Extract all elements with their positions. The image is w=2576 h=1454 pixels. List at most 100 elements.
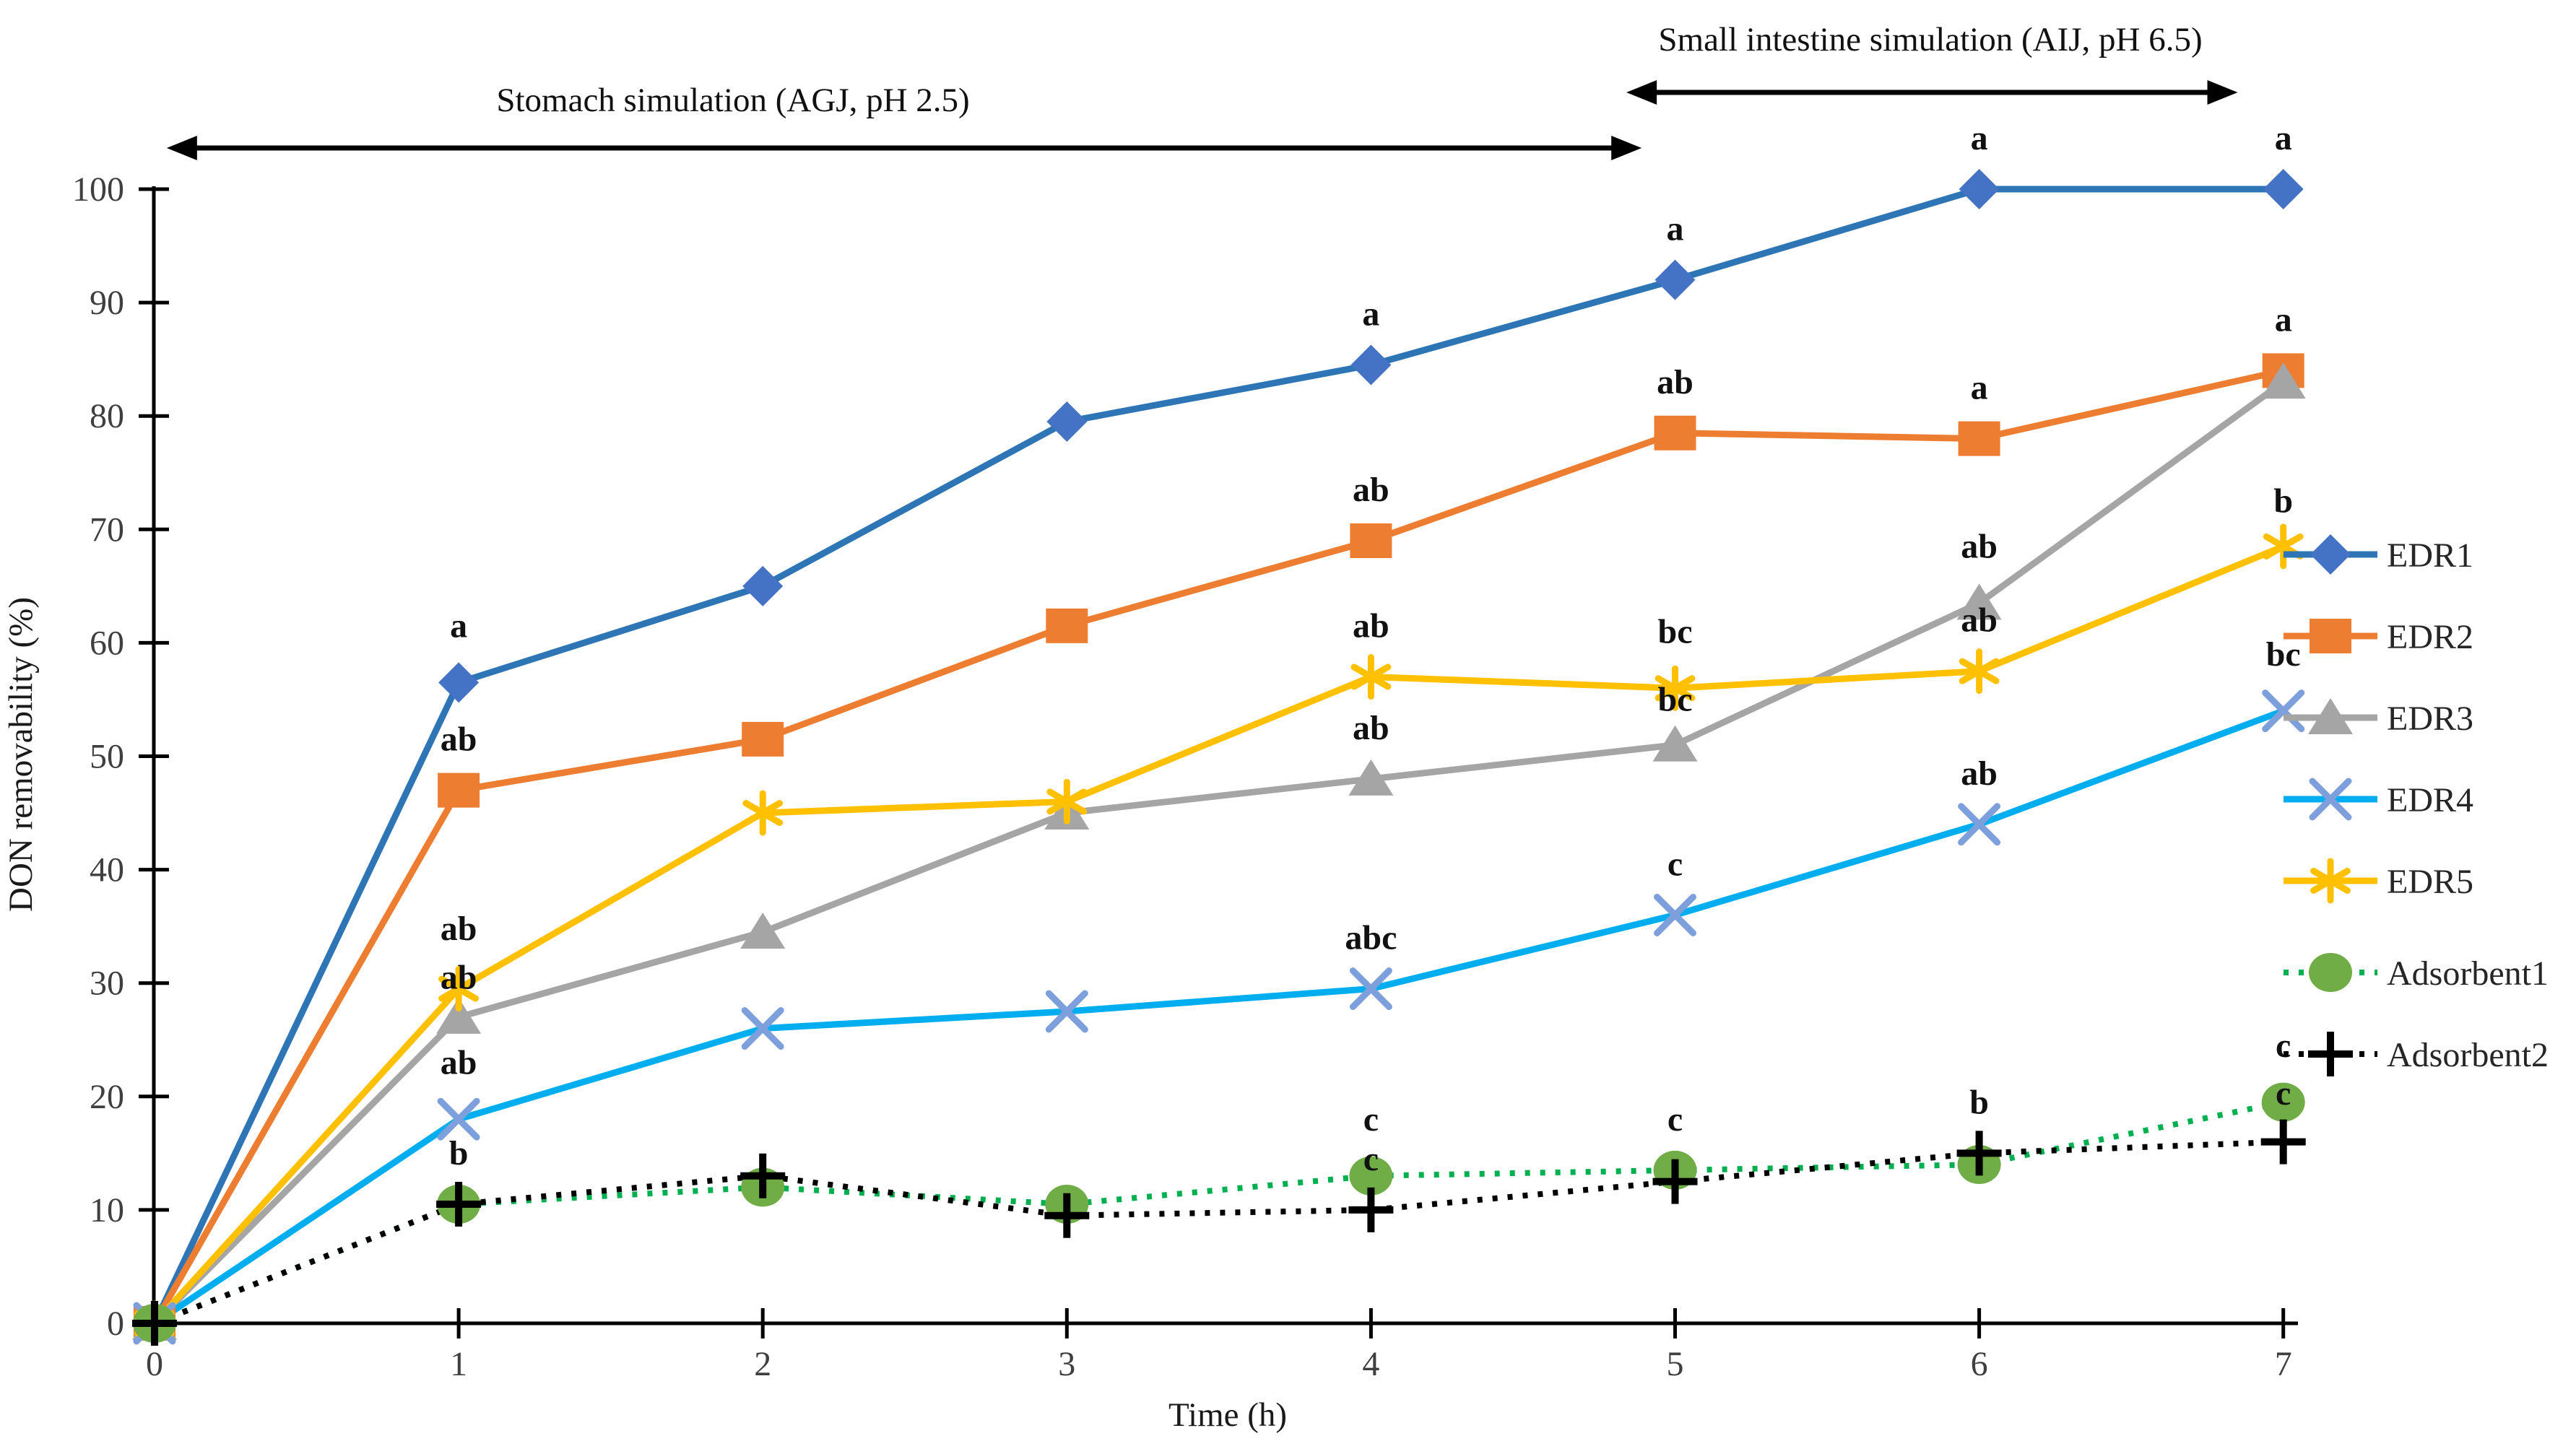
significance-letter: bc bbox=[1658, 681, 1693, 719]
legend-label: EDR2 bbox=[2387, 618, 2473, 656]
triangle-marker-icon bbox=[2260, 362, 2306, 399]
significance-letter: ab bbox=[441, 1043, 477, 1081]
significance-letter: ab bbox=[1657, 363, 1694, 401]
asterisk-marker-icon bbox=[2263, 523, 2304, 570]
y-tick-label: 80 bbox=[90, 397, 124, 435]
x-tick-label: 5 bbox=[1667, 1345, 1684, 1383]
square-marker-icon bbox=[742, 721, 784, 757]
triangle-marker-icon bbox=[1956, 583, 2002, 620]
legend-label: Adsorbent2 bbox=[2387, 1036, 2549, 1074]
legend-item-Adsorbent1: Adsorbent1 bbox=[2284, 953, 2549, 993]
plus-marker-icon bbox=[436, 1182, 482, 1227]
x-marker-icon bbox=[2309, 778, 2352, 821]
series-line-EDR3 bbox=[152, 379, 2286, 1326]
significance-letter: a bbox=[1362, 295, 1379, 334]
y-tick-label: 70 bbox=[90, 510, 124, 549]
point-annotations: aababababbaababababcccaabbcbcccaaabababb… bbox=[441, 119, 2301, 1178]
x-tick-label: 3 bbox=[1058, 1345, 1075, 1383]
phase-arrow-1 bbox=[1626, 80, 2238, 105]
plus-marker-icon bbox=[1956, 1131, 2002, 1176]
significance-letter: ab bbox=[1961, 754, 1998, 793]
significance-letter: ab bbox=[1353, 471, 1389, 509]
legend-label: EDR5 bbox=[2387, 863, 2473, 901]
x-axis-ticks: 0 1 2 3 4 5 6 7 bbox=[146, 1308, 2292, 1383]
significance-letter: c bbox=[1363, 1100, 1379, 1139]
x-tick-label: 0 bbox=[146, 1345, 163, 1383]
significance-letter: bc bbox=[2266, 635, 2301, 674]
significance-letter: b bbox=[449, 1134, 469, 1172]
arrowhead-left-icon bbox=[166, 136, 197, 160]
legend-item-Adsorbent2: Adsorbent2 bbox=[2284, 1032, 2549, 1076]
triangle-marker-icon bbox=[436, 997, 482, 1034]
series-polyline-EDR4 bbox=[152, 708, 2285, 1326]
y-tick-label: 0 bbox=[107, 1305, 124, 1343]
diamond-marker-icon bbox=[1046, 401, 1088, 443]
significance-letter: b bbox=[1969, 1083, 1989, 1121]
asterisk-marker-icon bbox=[2310, 858, 2351, 904]
x-marker-icon bbox=[1654, 893, 1696, 936]
series-markers-Adsorbent2 bbox=[132, 1119, 2306, 1346]
asterisk-marker-icon bbox=[1959, 648, 2000, 695]
series-polyline-EDR1 bbox=[151, 186, 2284, 1325]
x-tick-label: 7 bbox=[2275, 1345, 2292, 1383]
series-line-EDR5 bbox=[152, 543, 2285, 1326]
square-marker-icon bbox=[1654, 415, 1696, 450]
triangle-marker-icon bbox=[740, 913, 786, 949]
triangle-marker-icon bbox=[1652, 725, 1698, 762]
significance-letter: ab bbox=[1961, 601, 1998, 640]
circle-marker-icon bbox=[2309, 953, 2352, 992]
significance-letter: ab bbox=[441, 721, 477, 759]
significance-letter: a bbox=[1667, 210, 1684, 248]
circle-marker-icon bbox=[1349, 1156, 1393, 1196]
series-line-EDR1 bbox=[151, 186, 2284, 1325]
asterisk-marker-icon bbox=[1350, 654, 1392, 700]
x-tick-label: 2 bbox=[754, 1345, 771, 1383]
square-marker-icon bbox=[1350, 523, 1392, 559]
significance-letter: ab bbox=[1961, 528, 1998, 566]
significance-letter: ab bbox=[1353, 607, 1389, 645]
diamond-marker-icon bbox=[742, 565, 784, 606]
y-tick-label: 30 bbox=[90, 965, 124, 1003]
y-tick-label: 90 bbox=[90, 284, 124, 322]
diamond-marker-icon bbox=[1655, 259, 1696, 300]
y-axis-ticks: 0 10 20 30 40 50 60 70 80 90 100 bbox=[72, 170, 169, 1343]
legend-label: EDR4 bbox=[2387, 781, 2473, 819]
legend: EDR1 EDR2 EDR3 EDR4 EDR5 Adsorbent1 Adsorbent2 bbox=[2284, 534, 2549, 1076]
series-polyline-EDR2 bbox=[152, 367, 2284, 1325]
series-polyline-EDR3 bbox=[152, 379, 2286, 1326]
diamond-marker-icon bbox=[438, 662, 480, 703]
axis-titles: Time (h) DON removability (%) bbox=[2, 597, 1287, 1434]
significance-letter: c bbox=[1668, 845, 1683, 883]
asterisk-marker-icon bbox=[1655, 665, 1696, 711]
square-marker-icon bbox=[1046, 608, 1088, 643]
legend-label: EDR1 bbox=[2387, 536, 2473, 575]
phase-label-small-intestine: Small intestine simulation (AIJ, pH 6.5) bbox=[1658, 21, 2203, 58]
phase-label-stomach: Stomach simulation (AGJ, pH 2.5) bbox=[496, 82, 970, 119]
x-marker-icon bbox=[2262, 689, 2305, 733]
significance-letter: a bbox=[2275, 300, 2292, 339]
x-tick-label: 1 bbox=[450, 1345, 467, 1383]
legend-label: EDR3 bbox=[2387, 700, 2473, 738]
plus-marker-icon bbox=[2260, 1119, 2306, 1164]
circle-marker-icon bbox=[2261, 1082, 2305, 1122]
plus-marker-icon bbox=[132, 1301, 177, 1346]
diamond-marker-icon bbox=[1350, 344, 1392, 386]
asterisk-marker-icon bbox=[1046, 778, 1088, 824]
significance-letter: bc bbox=[1658, 612, 1693, 650]
significance-letter: ab bbox=[441, 959, 477, 997]
x-marker-icon bbox=[1349, 967, 1392, 1011]
diamond-marker-icon bbox=[2310, 534, 2351, 575]
series-line-EDR4 bbox=[152, 708, 2285, 1326]
plus-marker-icon bbox=[2308, 1032, 2353, 1076]
significance-letter: a bbox=[2275, 119, 2292, 157]
diamond-marker-icon bbox=[2263, 169, 2304, 209]
diamond-marker-icon bbox=[1959, 169, 2000, 209]
phase-arrow-0 bbox=[166, 136, 1642, 160]
series-polyline-EDR5 bbox=[152, 543, 2285, 1326]
x-axis-title: Time (h) bbox=[1168, 1396, 1287, 1434]
significance-letter: a bbox=[1971, 369, 1988, 407]
y-tick-label: 50 bbox=[90, 738, 124, 776]
y-tick-label: 20 bbox=[90, 1078, 124, 1116]
